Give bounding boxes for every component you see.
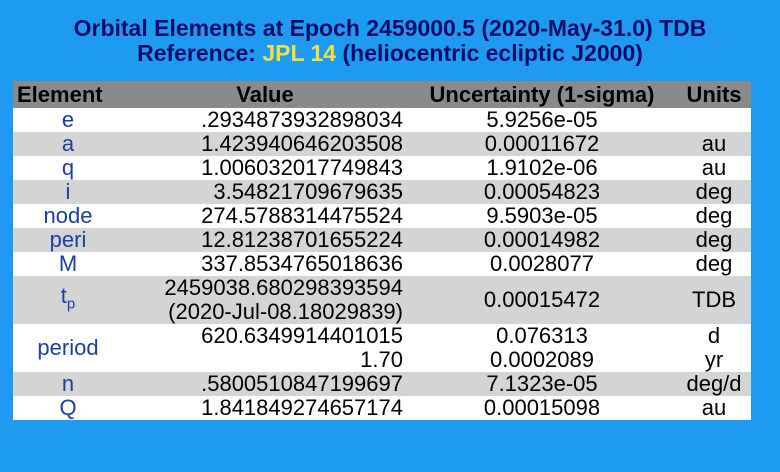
table-row-tp: tp 2459038.680298393594 (2020-Jul-08.1802… xyxy=(13,276,751,324)
element-units: deg xyxy=(677,252,751,276)
table-row-period: period 620.6349914401015 1.70 0.076313 0.0… xyxy=(13,324,751,372)
element-value: .5800510847199697 xyxy=(123,372,407,396)
header-value: Value xyxy=(123,81,407,108)
period-years: 1.70 xyxy=(360,347,403,372)
element-uncertainty: 0.00015472 xyxy=(407,276,677,324)
element-value: .2934873932898034 xyxy=(123,108,407,132)
element-units: deg/d xyxy=(677,372,751,396)
element-name: q xyxy=(13,156,123,180)
element-value: 1.841849274657174 xyxy=(123,396,407,420)
element-value: 1.423940646203508 xyxy=(123,132,407,156)
header-uncertainty: Uncertainty (1-sigma) xyxy=(407,81,677,108)
heading-reference-line: Reference: JPL 14 (heliocentric ecliptic… xyxy=(0,41,780,66)
table-row: node 274.5788314475524 9.5903e-05 deg xyxy=(13,204,751,228)
table-row: Q 1.841849274657174 0.00015098 au xyxy=(13,396,751,420)
element-units: au xyxy=(677,132,751,156)
element-name: n xyxy=(13,372,123,396)
element-name: i xyxy=(13,180,123,204)
orbital-elements-table: Element Value Uncertainty (1-sigma) Unit… xyxy=(13,81,751,420)
element-units: deg xyxy=(677,180,751,204)
period-days: 620.6349914401015 xyxy=(201,323,403,348)
element-uncertainty: 0.00015098 xyxy=(407,396,677,420)
table-row: M 337.8534765018636 0.0028077 deg xyxy=(13,252,751,276)
element-value: 274.5788314475524 xyxy=(123,204,407,228)
element-name: node xyxy=(13,204,123,228)
period-unc-days: 0.076313 xyxy=(496,323,588,348)
table-header-row: Element Value Uncertainty (1-sigma) Unit… xyxy=(13,81,751,108)
element-uncertainty: 0.00014982 xyxy=(407,228,677,252)
element-units-period: d yr xyxy=(677,324,751,372)
element-uncertainty: 1.9102e-06 xyxy=(407,156,677,180)
tp-base: t xyxy=(60,282,67,308)
element-units: deg xyxy=(677,228,751,252)
element-uncertainty: 7.1323e-05 xyxy=(407,372,677,396)
element-uncertainty: 5.9256e-05 xyxy=(407,108,677,132)
element-name: e xyxy=(13,108,123,132)
element-name: Q xyxy=(13,396,123,420)
table-row: e .2934873932898034 5.9256e-05 xyxy=(13,108,751,132)
tp-value-jd: 2459038.680298393594 xyxy=(164,275,403,300)
period-unc-years: 0.0002089 xyxy=(490,347,594,372)
element-name: a xyxy=(13,132,123,156)
element-name: period xyxy=(13,324,123,372)
reference-link[interactable]: JPL 14 xyxy=(262,40,337,66)
element-name: M xyxy=(13,252,123,276)
table-row: n .5800510847199697 7.1323e-05 deg/d xyxy=(13,372,751,396)
element-value-tp: 2459038.680298393594 (2020-Jul-08.1802983… xyxy=(123,276,407,324)
element-uncertainty: 0.0028077 xyxy=(407,252,677,276)
element-units xyxy=(677,108,751,132)
reference-frame-text: (heliocentric ecliptic J2000) xyxy=(336,40,643,66)
element-value: 337.8534765018636 xyxy=(123,252,407,276)
element-uncertainty-period: 0.076313 0.0002089 xyxy=(407,324,677,372)
table-row: a 1.423940646203508 0.00011672 au xyxy=(13,132,751,156)
table-row: q 1.006032017749843 1.9102e-06 au xyxy=(13,156,751,180)
element-units: deg xyxy=(677,204,751,228)
element-uncertainty: 0.00054823 xyxy=(407,180,677,204)
period-unit-days: d xyxy=(707,323,721,348)
table-row: i 3.54821709679635 0.00054823 deg xyxy=(13,180,751,204)
period-unit-years: yr xyxy=(704,347,724,372)
element-value: 12.81238701655224 xyxy=(123,228,407,252)
element-value: 3.54821709679635 xyxy=(123,180,407,204)
table-row: peri 12.81238701655224 0.00014982 deg xyxy=(13,228,751,252)
header-element: Element xyxy=(13,81,123,108)
element-uncertainty: 9.5903e-05 xyxy=(407,204,677,228)
tp-subscript: p xyxy=(66,295,76,313)
reference-label: Reference: xyxy=(137,40,263,66)
element-value-period: 620.6349914401015 1.70 xyxy=(123,324,407,372)
element-uncertainty: 0.00011672 xyxy=(407,132,677,156)
heading-epoch-line: Orbital Elements at Epoch 2459000.5 (202… xyxy=(73,15,707,41)
panel-heading: Orbital Elements at Epoch 2459000.5 (202… xyxy=(0,16,780,66)
element-units: au xyxy=(677,396,751,420)
header-units: Units xyxy=(677,81,751,108)
element-units: TDB xyxy=(677,276,751,324)
tp-value-date: (2020-Jul-08.18029839) xyxy=(168,299,403,324)
element-name: peri xyxy=(13,228,123,252)
element-units: au xyxy=(677,156,751,180)
element-name-tp: tp xyxy=(13,276,123,324)
element-value: 1.006032017749843 xyxy=(123,156,407,180)
